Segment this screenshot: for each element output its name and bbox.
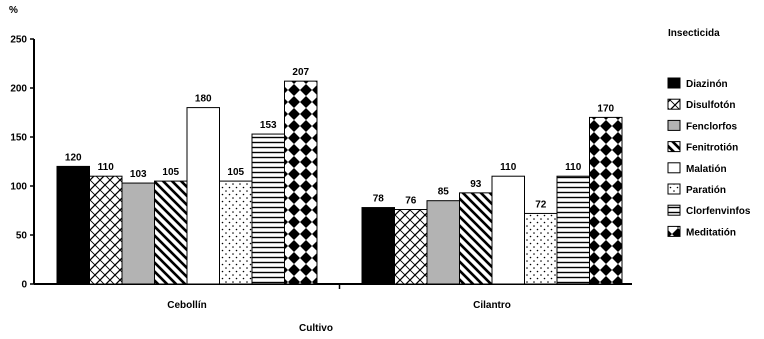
legend-entry: Paratión (686, 185, 726, 196)
bar-1-4 (491, 175, 525, 285)
y-tick-label: 250 (10, 35, 27, 46)
bars (56, 80, 623, 285)
data-label: 103 (130, 169, 147, 180)
legend-entry: Malatión (686, 164, 727, 175)
y-tick-label: 0 (21, 280, 27, 291)
bar-1-0 (361, 207, 395, 285)
legend-entry: Fenitrotión (686, 143, 738, 154)
legend-entry: Meditatión (686, 227, 736, 238)
data-label: 110 (565, 162, 582, 173)
x-axis-label: Cultivo (299, 323, 333, 334)
y-tick-label: 200 (10, 84, 27, 95)
legend-entry: Clorfenvinfos (686, 206, 751, 217)
data-label: 85 (438, 187, 450, 198)
bar-1-2 (426, 200, 460, 285)
data-label: 180 (195, 94, 212, 105)
bar-1-5 (524, 212, 558, 285)
bar-0-1 (89, 175, 123, 285)
y-axis-label: % (9, 5, 18, 16)
data-label: 105 (227, 167, 244, 178)
bar-0-0 (56, 165, 90, 285)
bar-0-6 (251, 133, 285, 285)
legend-swatch (667, 225, 681, 237)
legend-entry: Fenclorfos (686, 121, 738, 132)
legend-title: Insecticida (668, 28, 720, 39)
data-label: 170 (597, 103, 614, 114)
bar-0-4 (186, 107, 220, 285)
legend-swatch (667, 162, 681, 174)
data-label: 110 (98, 162, 115, 173)
legend-swatch (667, 183, 681, 195)
data-label: 72 (535, 199, 547, 210)
legend-swatch (667, 204, 681, 216)
y-tick-label: 100 (10, 182, 27, 193)
data-label: 76 (405, 196, 417, 207)
bar-1-6 (556, 175, 590, 285)
bar-0-3 (154, 180, 188, 285)
bar-0-2 (121, 182, 155, 285)
legend-swatch (667, 141, 681, 153)
data-label: 120 (65, 152, 82, 163)
data-labels: 120 110 103 105 180 105 153 207 78 76 85 93 110 72 110… (65, 67, 615, 210)
bar-1-7 (589, 116, 623, 285)
bar-0-7 (284, 80, 318, 285)
x-tick-label: Cebollín (167, 300, 206, 311)
legend-entry: Disulfotón (686, 100, 735, 111)
y-tick-label: 150 (10, 133, 27, 144)
data-label: 207 (292, 67, 309, 78)
y-tick-label: 50 (16, 231, 28, 242)
x-tick-label: Cilantro (473, 300, 511, 311)
bar-1-3 (459, 192, 493, 285)
legend: Insecticida Diazinón Disulfotón Fenclorfos F… (667, 28, 751, 238)
legend-entry: Diazinón (686, 79, 728, 90)
data-label: 105 (162, 167, 179, 178)
bar-0-5 (219, 180, 253, 285)
data-label: 153 (260, 120, 277, 131)
legend-swatch (667, 119, 681, 131)
legend-swatch (667, 98, 681, 110)
data-label: 110 (500, 162, 517, 173)
bar-1-1 (394, 209, 428, 285)
data-label: 78 (373, 194, 385, 205)
data-label: 93 (470, 179, 482, 190)
legend-swatch (667, 77, 681, 89)
